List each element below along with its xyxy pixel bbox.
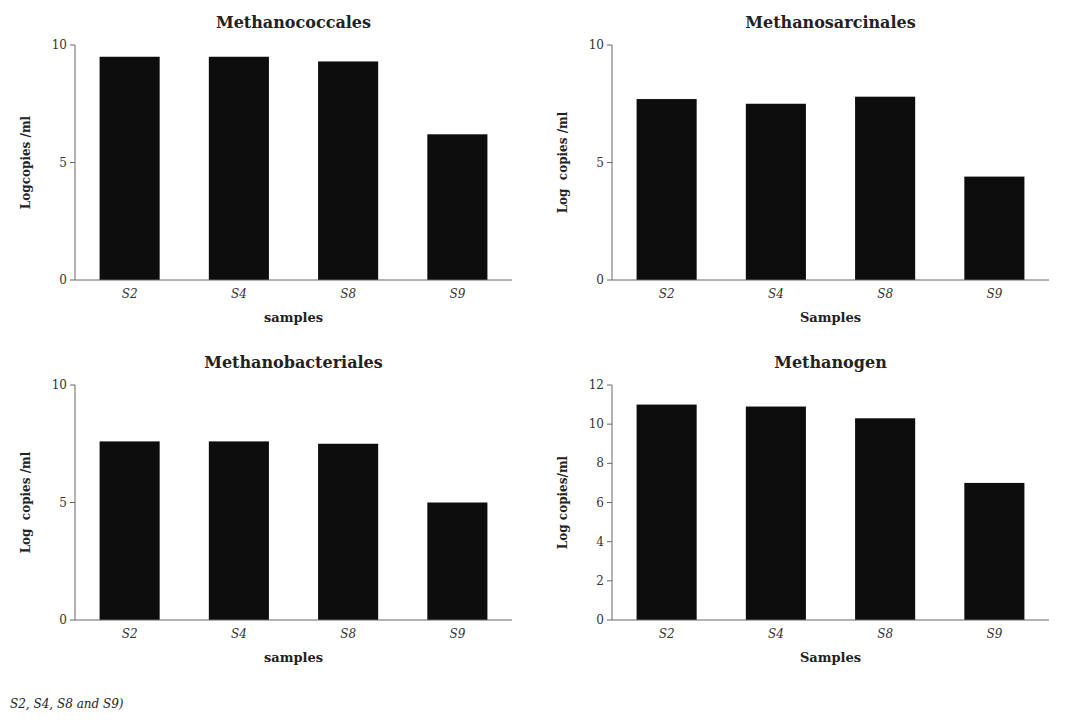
- x-tick-label: S4: [231, 287, 247, 301]
- bars: [100, 441, 488, 620]
- bar: [637, 99, 697, 280]
- y-axis-label: Log copies /ml: [556, 111, 570, 213]
- x-tick-label: S9: [986, 627, 1002, 641]
- y-tick: [70, 502, 75, 503]
- x-axis-line: [612, 620, 1049, 621]
- y-axis-label: Log copies /ml: [19, 451, 33, 553]
- figure: Methanococcales 0 5 10 S2 S4 S8 S9 samples Logcop…: [0, 0, 1074, 720]
- y-tick-label: 10: [589, 38, 604, 52]
- bar: [746, 104, 806, 280]
- x-tick-label: S4: [231, 627, 247, 641]
- y-tick: [70, 280, 75, 281]
- x-axis-label: Samples: [800, 310, 861, 325]
- y-tick: [70, 45, 75, 46]
- bars: [100, 57, 488, 280]
- y-tick-label: 10: [52, 378, 67, 392]
- bar: [964, 177, 1024, 280]
- bar: [427, 134, 487, 280]
- y-tick-label: 0: [596, 613, 604, 627]
- x-tick-label: S2: [659, 287, 675, 301]
- y-tick: [607, 463, 612, 464]
- bar: [100, 441, 160, 620]
- bar: [855, 97, 915, 280]
- footer: S2, S4, S8 and S9): [10, 697, 124, 711]
- title: Methanobacteriales: [204, 353, 383, 372]
- bar: [637, 405, 697, 620]
- x-tick-label: S9: [449, 287, 465, 301]
- y-tick-label: 10: [589, 417, 604, 431]
- y-tick-label: 5: [59, 156, 67, 170]
- panel: Methanosarcinales 0 5 10 S2 S4 S8 S9 Samples Log …: [556, 13, 1049, 325]
- y-tick-label: 0: [59, 613, 67, 627]
- bars: [637, 97, 1025, 280]
- bars: [637, 405, 1025, 620]
- x-tick-label: S2: [659, 627, 675, 641]
- y-tick-label: 0: [596, 273, 604, 287]
- y-tick: [607, 580, 612, 581]
- y-tick: [607, 620, 612, 621]
- bar: [100, 57, 160, 280]
- x-axis-line: [75, 620, 512, 621]
- panel: Methanogen 0 2 4 6 8 10 12 S2 S4 S8 S9 Samples Log co…: [556, 353, 1049, 665]
- x-tick-label: S4: [768, 287, 784, 301]
- title: Methanosarcinales: [745, 13, 915, 32]
- bar: [318, 61, 378, 280]
- x-tick-label: S2: [122, 627, 138, 641]
- x-tick-label: S9: [449, 627, 465, 641]
- y-axis-label: Log copies/ml: [556, 455, 570, 549]
- y-tick-label: 8: [596, 456, 604, 470]
- bar: [318, 444, 378, 620]
- title: Methanococcales: [216, 13, 371, 32]
- x-axis-label: samples: [264, 310, 323, 325]
- y-tick: [607, 45, 612, 46]
- bar: [964, 483, 1024, 620]
- y-tick-label: 12: [589, 378, 604, 392]
- y-tick: [70, 620, 75, 621]
- y-tick-label: 4: [596, 535, 604, 549]
- panel: Methanococcales 0 5 10 S2 S4 S8 S9 samples Logcop…: [19, 13, 512, 325]
- x-tick-label: S8: [877, 627, 893, 641]
- y-tick-label: 2: [596, 574, 604, 588]
- y-axis-label: Logcopies /ml: [19, 115, 33, 209]
- panel: Methanobacteriales 0 5 10 S2 S4 S8 S9 samples Log…: [19, 353, 512, 665]
- y-tick-label: 6: [596, 496, 604, 510]
- x-tick-label: S8: [340, 287, 356, 301]
- y-tick: [70, 385, 75, 386]
- bar: [209, 57, 269, 280]
- title: Methanogen: [774, 353, 887, 372]
- y-tick: [607, 385, 612, 386]
- bar: [209, 441, 269, 620]
- y-tick: [607, 162, 612, 163]
- y-tick-label: 5: [59, 496, 67, 510]
- x-axis-line: [612, 280, 1049, 281]
- y-tick-label: 10: [52, 38, 67, 52]
- x-tick-label: S8: [877, 287, 893, 301]
- bar: [746, 407, 806, 620]
- bar: [427, 503, 487, 621]
- y-tick: [607, 502, 612, 503]
- y-tick: [607, 541, 612, 542]
- y-tick: [607, 424, 612, 425]
- x-axis-label: Samples: [800, 650, 861, 665]
- x-tick-label: S2: [122, 287, 138, 301]
- y-tick-label: 5: [596, 156, 604, 170]
- x-axis-line: [75, 280, 512, 281]
- x-axis-label: samples: [264, 650, 323, 665]
- y-tick-label: 0: [59, 273, 67, 287]
- bar: [855, 418, 915, 620]
- y-tick: [70, 162, 75, 163]
- y-tick: [607, 280, 612, 281]
- x-tick-label: S9: [986, 287, 1002, 301]
- x-tick-label: S4: [768, 627, 784, 641]
- x-tick-label: S8: [340, 627, 356, 641]
